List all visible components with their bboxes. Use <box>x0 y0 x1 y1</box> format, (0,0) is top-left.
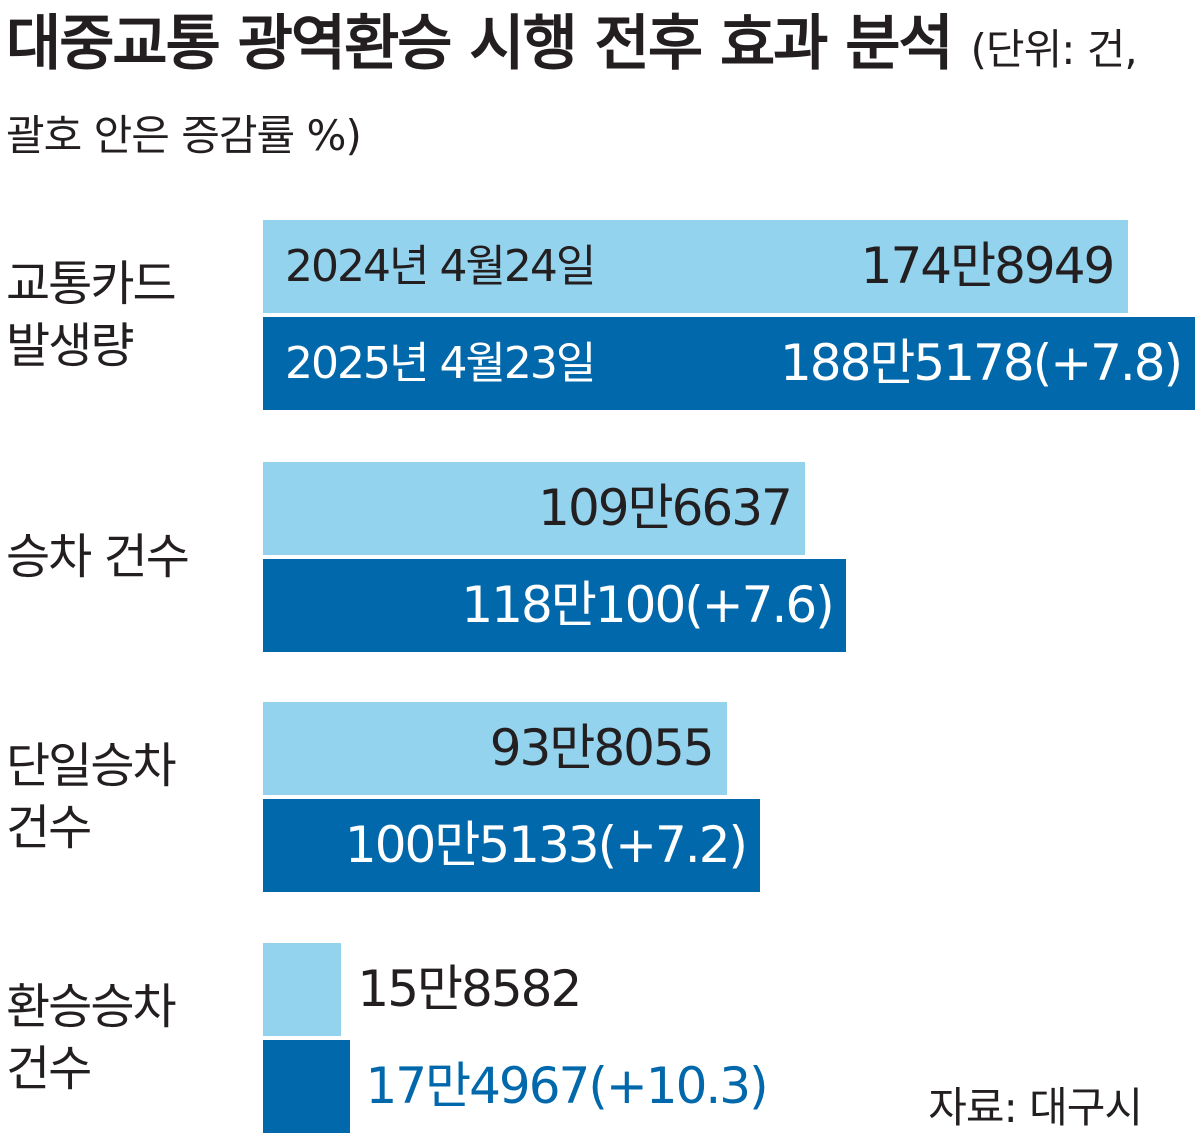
value-label: 15만8582 <box>357 943 582 1036</box>
value-text: 109만6637 <box>538 479 793 537</box>
category-label: 환승승차 건수 <box>6 979 177 1097</box>
value-text: 17만4967 <box>365 1057 591 1115</box>
bar <box>263 702 727 795</box>
change-label: (+7.8) <box>1032 334 1183 392</box>
value-label: 93만8055 <box>489 702 715 795</box>
source: 자료: 대구시 <box>928 1083 1143 1132</box>
change-label: (+10.3) <box>588 1057 768 1115</box>
value-label: 17만4967(+10.3) <box>365 1040 769 1133</box>
bar <box>263 317 1195 410</box>
value-label: 174만8949 <box>860 220 1116 313</box>
value-text: 100만5133 <box>344 816 600 874</box>
value-text: 174만8949 <box>860 237 1116 295</box>
category-label: 교통카드 발생량 <box>6 256 177 374</box>
title-text: 대중교통 광역환승 시행 전후 효과 분석 <box>6 9 954 79</box>
change-label: (+7.2) <box>597 816 748 874</box>
value-label: 109만6637 <box>538 462 793 555</box>
legend-label: 2025년 4월23일 <box>285 338 596 389</box>
value-label: 188만5178(+7.8) <box>780 317 1183 410</box>
legend-label: 2024년 4월24일 <box>285 241 596 292</box>
change-label: (+7.6) <box>684 576 834 634</box>
value-label: 118만100(+7.6) <box>461 559 834 652</box>
bar <box>263 220 1128 313</box>
value-label: 100만5133(+7.2) <box>344 799 748 892</box>
value-text: 15만8582 <box>357 960 582 1018</box>
value-text: 188만5178 <box>780 334 1035 392</box>
chart-title: 대중교통 광역환승 시행 전후 효과 분석 (단위: 건, 괄호 안은 증감률 … <box>6 4 1156 176</box>
bar <box>263 799 760 892</box>
bar <box>263 462 806 555</box>
subtitle: (단위: 건, 괄호 안은 증감률 %) <box>6 25 1138 160</box>
category-label: 단일승차 건수 <box>6 738 177 856</box>
value-text: 93만8055 <box>489 719 715 777</box>
category-label: 승차 건수 <box>6 529 190 585</box>
bar <box>263 559 847 652</box>
bar <box>263 1040 350 1133</box>
value-text: 118만100 <box>461 576 686 634</box>
bar <box>263 943 342 1036</box>
